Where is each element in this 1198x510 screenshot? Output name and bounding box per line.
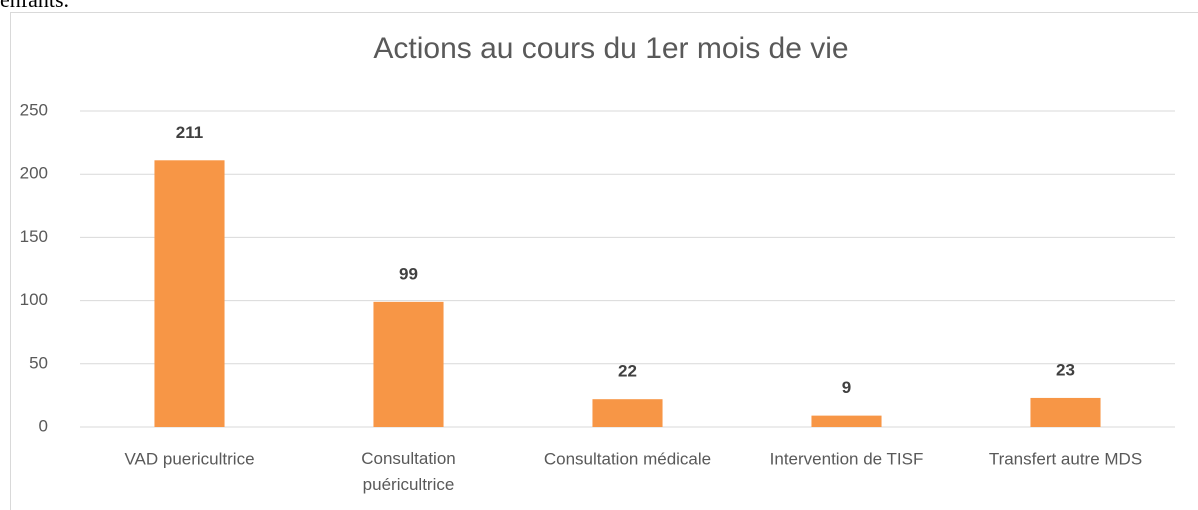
bar — [1030, 397, 1101, 427]
bar — [811, 415, 882, 427]
value-label: 23 — [1056, 360, 1075, 379]
y-tick-label: 200 — [20, 164, 48, 183]
value-label: 9 — [842, 378, 851, 397]
y-tick-label: 50 — [29, 353, 48, 372]
x-tick-label: Consultation médicale — [544, 449, 711, 468]
y-tick-label: 100 — [20, 290, 48, 309]
value-label: 22 — [618, 362, 637, 381]
y-tick-label: 150 — [20, 227, 48, 246]
bar — [154, 160, 225, 427]
bar — [592, 399, 663, 427]
bar — [373, 301, 444, 427]
x-tick-label: Consultation puéricultrice — [361, 449, 456, 494]
y-tick-label: 250 — [20, 100, 48, 119]
preceding-text: enfants. — [0, 0, 69, 12]
value-label: 211 — [176, 123, 203, 142]
x-tick-label: VAD puericultrice — [124, 449, 254, 468]
chart-title: Actions au cours du 1er mois de vie — [373, 32, 848, 65]
x-tick-label: Transfert autre MDS — [989, 449, 1142, 468]
chart-border — [10, 12, 1198, 510]
value-label: 99 — [399, 264, 418, 283]
y-tick-label: 0 — [39, 416, 48, 435]
x-tick-label: Intervention de TISF — [770, 449, 924, 468]
